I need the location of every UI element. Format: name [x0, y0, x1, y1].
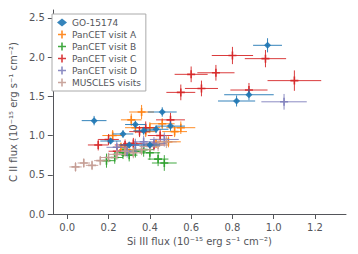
svg-text:1.0: 1.0 — [29, 130, 45, 141]
svg-text:PanCET visit D: PanCET visit D — [72, 66, 137, 76]
svg-text:GO-15174: GO-15174 — [72, 18, 118, 28]
svg-text:0.0: 0.0 — [59, 222, 75, 233]
svg-text:MUSCLES visits: MUSCLES visits — [72, 78, 141, 88]
svg-text:0.8: 0.8 — [224, 222, 240, 233]
svg-text:PanCET visit C: PanCET visit C — [72, 54, 136, 64]
svg-text:0.6: 0.6 — [183, 222, 199, 233]
svg-text:0.4: 0.4 — [142, 222, 158, 233]
svg-text:1.0: 1.0 — [266, 222, 282, 233]
svg-text:C II flux (10⁻¹⁵ erg s⁻¹ cm⁻²): C II flux (10⁻¹⁵ erg s⁻¹ cm⁻²) — [8, 42, 19, 182]
svg-text:0.0: 0.0 — [29, 209, 45, 220]
svg-text:PanCET visit B: PanCET visit B — [72, 42, 136, 52]
svg-text:1.2: 1.2 — [307, 222, 323, 233]
svg-text:0.5: 0.5 — [29, 169, 45, 180]
svg-text:1.5: 1.5 — [29, 91, 45, 102]
svg-text:Si III flux (10⁻¹⁵ erg s⁻¹ cm⁻: Si III flux (10⁻¹⁵ erg s⁻¹ cm⁻²) — [127, 236, 272, 247]
svg-text:PanCET visit A: PanCET visit A — [72, 30, 137, 40]
svg-text:2.5: 2.5 — [29, 12, 45, 23]
svg-text:0.2: 0.2 — [101, 222, 117, 233]
svg-text:2.0: 2.0 — [29, 52, 45, 63]
